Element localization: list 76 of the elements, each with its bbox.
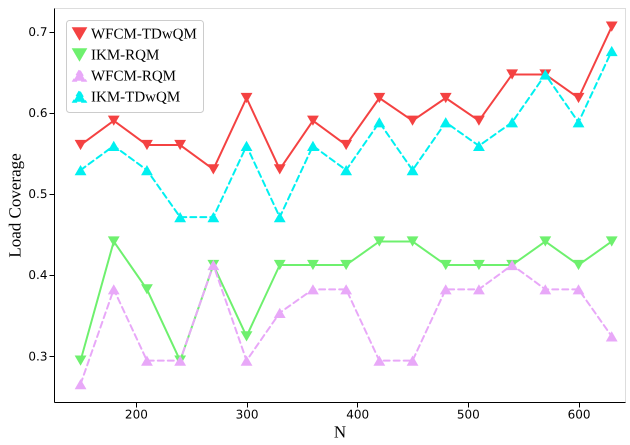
x-tick-label: 500: [456, 408, 480, 422]
point: [274, 308, 286, 318]
point: [174, 212, 186, 222]
point: [141, 140, 153, 150]
point: [141, 165, 153, 176]
point: [572, 260, 584, 270]
point: [207, 212, 220, 222]
point: [539, 284, 552, 294]
legend-label: WFCM-RQM: [91, 68, 176, 84]
point: [606, 331, 618, 342]
point: [108, 140, 120, 151]
x-tick-label: 200: [124, 408, 148, 422]
point: [340, 165, 352, 176]
point: [108, 116, 120, 126]
point: [572, 92, 584, 104]
point: [373, 236, 386, 247]
point: [240, 92, 252, 104]
point: [606, 22, 618, 32]
point: [406, 236, 418, 247]
point: [440, 284, 452, 294]
point: [274, 212, 286, 222]
y-axis-title: Load Coverage: [5, 153, 24, 258]
point: [307, 116, 319, 126]
point: [440, 260, 452, 270]
point: [406, 116, 418, 126]
point: [340, 284, 352, 294]
legend-label: WFCM-TDwQM: [91, 26, 197, 42]
point: [373, 356, 386, 366]
x-axis-title: N: [334, 422, 346, 442]
point: [274, 164, 286, 174]
point: [141, 356, 153, 366]
point: [373, 92, 386, 104]
point: [340, 140, 352, 150]
point: [74, 356, 86, 366]
y-tick-label: 0.7: [28, 25, 48, 40]
point: [74, 379, 86, 390]
point: [506, 69, 518, 80]
point: [240, 140, 252, 151]
point: [207, 164, 220, 174]
point: [240, 356, 252, 366]
x-tick-label: 400: [346, 408, 370, 422]
point: [307, 284, 319, 294]
point: [406, 356, 418, 366]
point: [572, 284, 584, 294]
point: [406, 165, 418, 176]
point: [141, 284, 153, 294]
point: [108, 284, 120, 294]
point: [572, 117, 584, 128]
point: [340, 260, 352, 270]
y-tick-label: 0.6: [28, 106, 48, 120]
point: [473, 284, 485, 294]
point: [307, 260, 319, 270]
point: [274, 260, 286, 270]
point: [108, 236, 120, 247]
point: [606, 46, 618, 56]
point: [473, 260, 485, 270]
x-tick-label: 300: [236, 408, 258, 422]
point: [440, 117, 452, 128]
point: [240, 331, 252, 342]
y-tick-label: 0.4: [28, 268, 48, 282]
point: [307, 140, 319, 151]
point: [473, 116, 485, 126]
point: [440, 92, 452, 104]
point: [74, 165, 86, 176]
y-tick-label: 0.3: [28, 349, 48, 364]
point: [506, 117, 518, 128]
legend-label: IKM-TDwQM: [91, 90, 180, 106]
point: [539, 236, 552, 247]
point: [606, 236, 618, 247]
y-tick-label: 0.5: [28, 187, 48, 202]
point: [74, 140, 86, 150]
legend-label: IKM-RQM: [91, 48, 160, 64]
point: [373, 117, 386, 128]
point: [174, 140, 186, 150]
x-tick-label: 600: [568, 408, 590, 422]
point: [473, 140, 485, 151]
